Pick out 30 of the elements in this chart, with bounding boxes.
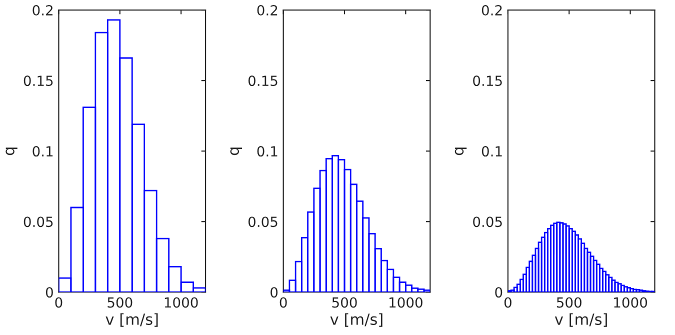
x-tick-label: 500 bbox=[332, 297, 357, 308]
y-tick-label: 0.2 bbox=[32, 5, 52, 16]
x-tick-label: 0 bbox=[55, 297, 62, 308]
x-tick-label: 1000 bbox=[390, 297, 422, 308]
x-tick-label: 1000 bbox=[614, 297, 648, 308]
y-tick-label: 0 bbox=[46, 287, 53, 298]
y-tick-label: 0.1 bbox=[257, 146, 278, 157]
y-axis-title: q bbox=[230, 148, 242, 156]
x-axis-title: v [m/s] bbox=[554, 313, 607, 327]
x-tick-label: 1000 bbox=[164, 297, 198, 308]
y-tick-label: 0.15 bbox=[24, 76, 53, 86]
y-tick-label: 0.05 bbox=[248, 216, 278, 228]
x-axis-title: v [m/s] bbox=[330, 313, 382, 327]
x-tick-label: 500 bbox=[556, 297, 582, 308]
x-axis-title: v [m/s] bbox=[106, 313, 158, 327]
y-tick-label: 0.1 bbox=[482, 146, 502, 157]
y-tick-label: 0 bbox=[495, 287, 502, 298]
y-tick-label: 0.2 bbox=[482, 5, 502, 16]
y-tick-label: 0.1 bbox=[32, 146, 53, 157]
y-tick-label: 0 bbox=[270, 287, 278, 298]
y-tick-label: 0.05 bbox=[473, 216, 502, 228]
x-tick-label: 0 bbox=[504, 297, 512, 308]
y-axis-title: q bbox=[6, 148, 18, 156]
y-tick-label: 0.15 bbox=[473, 76, 502, 86]
y-tick-label: 0.05 bbox=[24, 216, 53, 228]
x-tick-label: 500 bbox=[108, 297, 132, 308]
y-tick-label: 0.2 bbox=[257, 5, 278, 16]
y-axis-title: q bbox=[454, 148, 467, 156]
y-tick-label: 0.15 bbox=[248, 76, 278, 86]
x-tick-label: 0 bbox=[280, 297, 287, 308]
